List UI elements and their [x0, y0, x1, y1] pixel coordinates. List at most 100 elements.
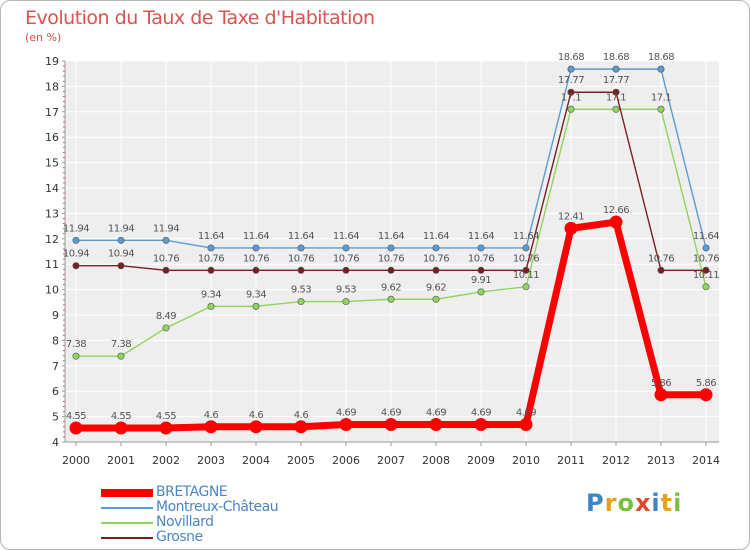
- data-point: [384, 417, 398, 431]
- data-point: [567, 88, 575, 96]
- legend-label: Montreux-Château: [156, 499, 279, 515]
- data-label: 10.76: [153, 253, 179, 264]
- logo-letter: r: [604, 489, 618, 517]
- data-label: 9.34: [201, 289, 221, 300]
- data-point: [162, 236, 170, 244]
- data-point: [477, 288, 485, 296]
- data-point: [342, 266, 350, 274]
- data-label: 18.68: [603, 52, 629, 63]
- logo-letter: t: [660, 489, 674, 517]
- data-point: [117, 262, 125, 270]
- data-label: 4.6: [249, 410, 264, 421]
- data-point: [342, 244, 350, 252]
- data-label: 8.49: [156, 311, 176, 322]
- data-point: [612, 105, 620, 113]
- y-tick-label: 12: [45, 233, 59, 246]
- data-point: [297, 266, 305, 274]
- data-point: [657, 105, 665, 113]
- data-point: [252, 266, 260, 274]
- data-label: 9.34: [246, 289, 266, 300]
- data-point: [249, 420, 263, 434]
- data-point: [252, 244, 260, 252]
- data-label: 10.76: [513, 253, 539, 264]
- y-tick-label: 13: [45, 207, 59, 220]
- data-label: 18.68: [558, 52, 584, 63]
- data-point: [297, 244, 305, 252]
- data-point: [522, 244, 530, 252]
- y-tick-label: 4: [52, 436, 59, 449]
- data-point: [72, 262, 80, 270]
- data-point: [702, 266, 710, 274]
- logo-letter: P: [586, 489, 605, 517]
- data-label: 9.53: [291, 285, 311, 296]
- data-point: [162, 266, 170, 274]
- data-label: 4.55: [156, 411, 176, 422]
- data-point: [207, 266, 215, 274]
- legend-label: Grosne: [156, 529, 203, 545]
- data-point: [252, 302, 260, 310]
- x-tick-label: 2012: [602, 454, 630, 467]
- data-label: 17.1: [606, 92, 626, 103]
- data-label: 11.64: [378, 231, 404, 242]
- data-label: 11.64: [513, 231, 539, 242]
- x-tick-label: 2009: [467, 454, 495, 467]
- y-tick-label: 6: [52, 385, 59, 398]
- data-point: [159, 421, 173, 435]
- data-label: 11.64: [693, 231, 719, 242]
- data-label: 10.94: [63, 249, 89, 260]
- data-label: 10.76: [468, 253, 494, 264]
- data-point: [654, 388, 668, 402]
- data-point: [567, 105, 575, 113]
- data-point: [477, 266, 485, 274]
- data-label: 17.1: [651, 92, 671, 103]
- data-point: [114, 421, 128, 435]
- y-tick-label: 10: [45, 284, 59, 297]
- data-label: 10.76: [693, 253, 719, 264]
- data-point: [612, 65, 620, 73]
- data-point: [207, 302, 215, 310]
- data-point: [294, 420, 308, 434]
- data-label: 4.55: [111, 411, 131, 422]
- plot-background: [65, 61, 719, 442]
- x-tick-label: 2004: [242, 454, 270, 467]
- data-label: 10.76: [198, 253, 224, 264]
- data-label: 11.94: [108, 223, 134, 234]
- data-point: [387, 295, 395, 303]
- x-tick-label: 2014: [692, 454, 720, 467]
- data-label: 17.77: [558, 75, 584, 86]
- data-label: 10.76: [243, 253, 269, 264]
- legend-swatch: [101, 489, 153, 497]
- data-label: 10.76: [288, 253, 314, 264]
- data-label: 11.64: [243, 231, 269, 242]
- data-label: 9.62: [381, 282, 401, 293]
- data-label: 12.41: [558, 211, 584, 222]
- data-label: 11.64: [423, 231, 449, 242]
- data-point: [612, 88, 620, 96]
- legend-label: BRETAGNE: [156, 484, 228, 500]
- data-label: 4.69: [471, 407, 491, 418]
- data-point: [72, 352, 80, 360]
- data-label: 4.69: [381, 407, 401, 418]
- legend-swatch: [101, 522, 153, 524]
- data-label: 10.76: [333, 253, 359, 264]
- logo-letter: i: [673, 489, 683, 517]
- data-point: [387, 244, 395, 252]
- data-label: 4.69: [426, 407, 446, 418]
- data-label: 5.86: [696, 378, 716, 389]
- data-point: [477, 244, 485, 252]
- data-point: [342, 298, 350, 306]
- x-tick-label: 2010: [512, 454, 540, 467]
- data-label: 4.69: [516, 407, 536, 418]
- y-tick-label: 15: [45, 157, 59, 170]
- x-tick-label: 2006: [332, 454, 360, 467]
- chart-subtitle: (en %): [25, 31, 62, 44]
- logo-letter: i: [651, 489, 661, 517]
- data-point: [702, 283, 710, 291]
- x-tick-label: 2007: [377, 454, 405, 467]
- data-point: [522, 266, 530, 274]
- data-point: [564, 221, 578, 235]
- chart-title: Evolution du Taux de Taxe d'Habitation: [25, 7, 375, 29]
- data-label: 11.64: [468, 231, 494, 242]
- data-label: 10.76: [648, 253, 674, 264]
